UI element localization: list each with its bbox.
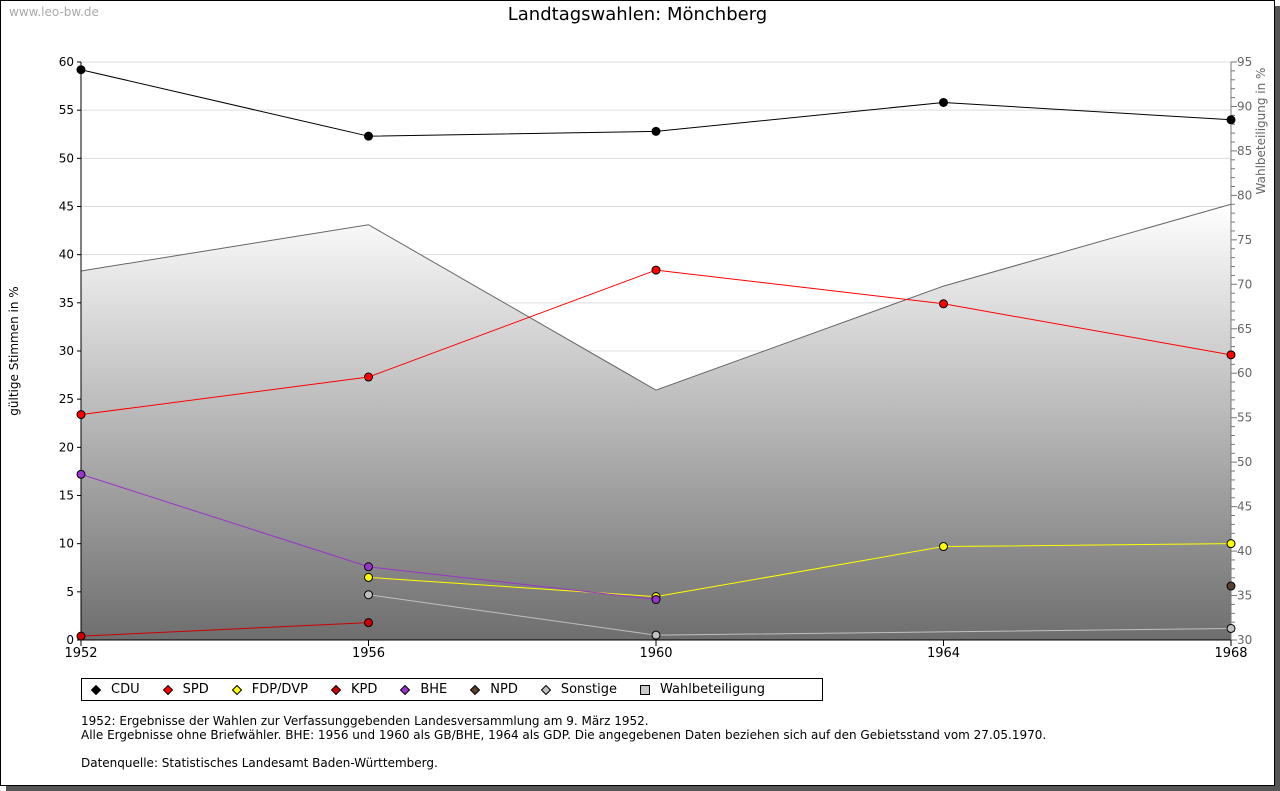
y2-axis-label: Wahlbeteiligung in % [1254, 68, 1268, 195]
legend-diamond-icon [400, 684, 411, 695]
data-point-bhe [651, 595, 661, 605]
data-point-spd [651, 265, 661, 275]
legend-label: Sonstige [560, 682, 618, 697]
legend-item: BHE [400, 682, 447, 697]
legend-label: BHE [420, 682, 448, 697]
data-point-spd [364, 372, 373, 382]
chart-title: Landtagswahlen: Mönchberg [507, 4, 768, 25]
y-tick-label: 40 [59, 248, 74, 262]
notes: 1952: Ergebnisse der Wahlen zur Verfassu… [81, 714, 1046, 770]
legend-label: Wahlbeteiligung [660, 682, 766, 697]
y-tick-label: 0 [66, 633, 74, 647]
y-tick-label: 25 [59, 392, 74, 406]
data-point-kpd [76, 631, 86, 641]
legend-diamond-icon [91, 684, 101, 695]
y-tick-label: 20 [59, 440, 74, 454]
data-point-cdu [939, 97, 948, 107]
legend: CDU SPD FDP/DVP KPD BHE NPD Sonstige Wahlbeteil… [81, 678, 823, 701]
data-point-cdu [1226, 115, 1236, 125]
legend-diamond-icon [540, 684, 551, 695]
series-line-kpd [80, 622, 369, 637]
y2-tick-label: 85 [1237, 144, 1252, 158]
y-tick-label: 50 [59, 151, 74, 165]
data-point-fdp-dvp [939, 542, 948, 552]
y2-tick-label: 70 [1237, 277, 1252, 291]
y2-tick-label: 35 [1237, 589, 1252, 603]
y-tick-label: 55 [59, 103, 74, 117]
y-tick-label: 15 [59, 489, 74, 503]
note-line: Datenquelle: Statistisches Landesamt Bad… [81, 756, 438, 770]
data-point-fdp-dvp [364, 572, 373, 582]
legend-item: Sonstige [540, 682, 618, 697]
legend-diamond-icon [162, 684, 173, 695]
legend-diamond-icon [470, 684, 481, 695]
y-tick-label: 5 [66, 585, 74, 599]
data-point-sonstige [651, 630, 661, 640]
y2-tick-label: 90 [1237, 99, 1252, 113]
data-point-bhe [364, 562, 373, 572]
wahlbeteiligung-line [80, 203, 1232, 391]
y-tick-label: 35 [59, 296, 74, 310]
y-tick-label: 30 [59, 344, 74, 358]
legend-square-icon [640, 684, 651, 695]
data-point-sonstige [364, 590, 373, 600]
legend-label: NPD [490, 682, 518, 697]
plot-area: 0 5 10 15 20 25 30 35 40 45 50 55 60 30 35 40 45 50 55 60 65… [7, 55, 1268, 661]
x-tick-label: 1956 [352, 646, 385, 661]
data-point-cdu [76, 65, 86, 75]
series-line-cdu [80, 69, 1232, 137]
y-axis-label: gültige Stimmen in % [7, 286, 21, 415]
data-point-kpd [364, 618, 373, 628]
y2-tick-label: 75 [1237, 233, 1252, 247]
x-tick-label: 1968 [1214, 646, 1247, 661]
wahlbeteiligung-area [81, 204, 1231, 640]
series-line-fdp-dvp [368, 543, 1232, 598]
y2-tick-label: 40 [1237, 544, 1252, 558]
legend-item: FDP/DVP [231, 682, 308, 697]
data-point-cdu [651, 126, 661, 136]
y-tick-label: 60 [59, 55, 74, 69]
note-line [81, 742, 1046, 756]
data-point-spd [1226, 350, 1236, 360]
y2-tick-label: 55 [1237, 411, 1252, 425]
y2-tick-label: 80 [1237, 188, 1252, 202]
legend-label: FDP/DVP [251, 682, 308, 697]
y2-tick-label: 95 [1237, 55, 1252, 69]
y-tick-label: 45 [59, 200, 74, 214]
y2-tick-label: 60 [1237, 366, 1252, 380]
legend-item: SPD [162, 682, 209, 697]
note-line: 1952: Ergebnisse der Wahlen zur Verfassu… [81, 714, 649, 728]
y2-tick-label: 30 [1237, 633, 1252, 647]
note-line: Alle Ergebnisse ohne Briefwähler. BHE: 1… [81, 728, 1047, 742]
legend-diamond-icon [330, 684, 341, 695]
y2-tick-label: 50 [1237, 455, 1252, 469]
y2-tick-label: 45 [1237, 500, 1252, 514]
legend-label: SPD [182, 682, 209, 697]
legend-item: Wahlbeteiligung [640, 682, 765, 697]
data-point-bhe [76, 469, 86, 479]
y2-tick-label: 65 [1237, 322, 1252, 336]
y-tick-label: 10 [59, 537, 74, 551]
legend-item: KPD [330, 682, 378, 697]
data-point-spd [76, 410, 86, 420]
watermark: www.leo-bw.de [9, 5, 99, 19]
legend-label: KPD [350, 682, 378, 697]
data-point-cdu [364, 131, 373, 141]
x-tick-label: 1964 [927, 646, 960, 661]
legend-label: CDU [111, 682, 140, 697]
x-tick-label: 1952 [64, 646, 97, 661]
x-tick-label: 1960 [639, 646, 672, 661]
legend-diamond-icon [231, 684, 242, 695]
data-point-fdp-dvp [1226, 539, 1236, 549]
data-point-spd [939, 299, 948, 309]
data-point-npd [1226, 581, 1236, 591]
legend-item: CDU [91, 682, 140, 697]
data-point-sonstige [1226, 623, 1236, 633]
legend-item: NPD [470, 682, 518, 697]
